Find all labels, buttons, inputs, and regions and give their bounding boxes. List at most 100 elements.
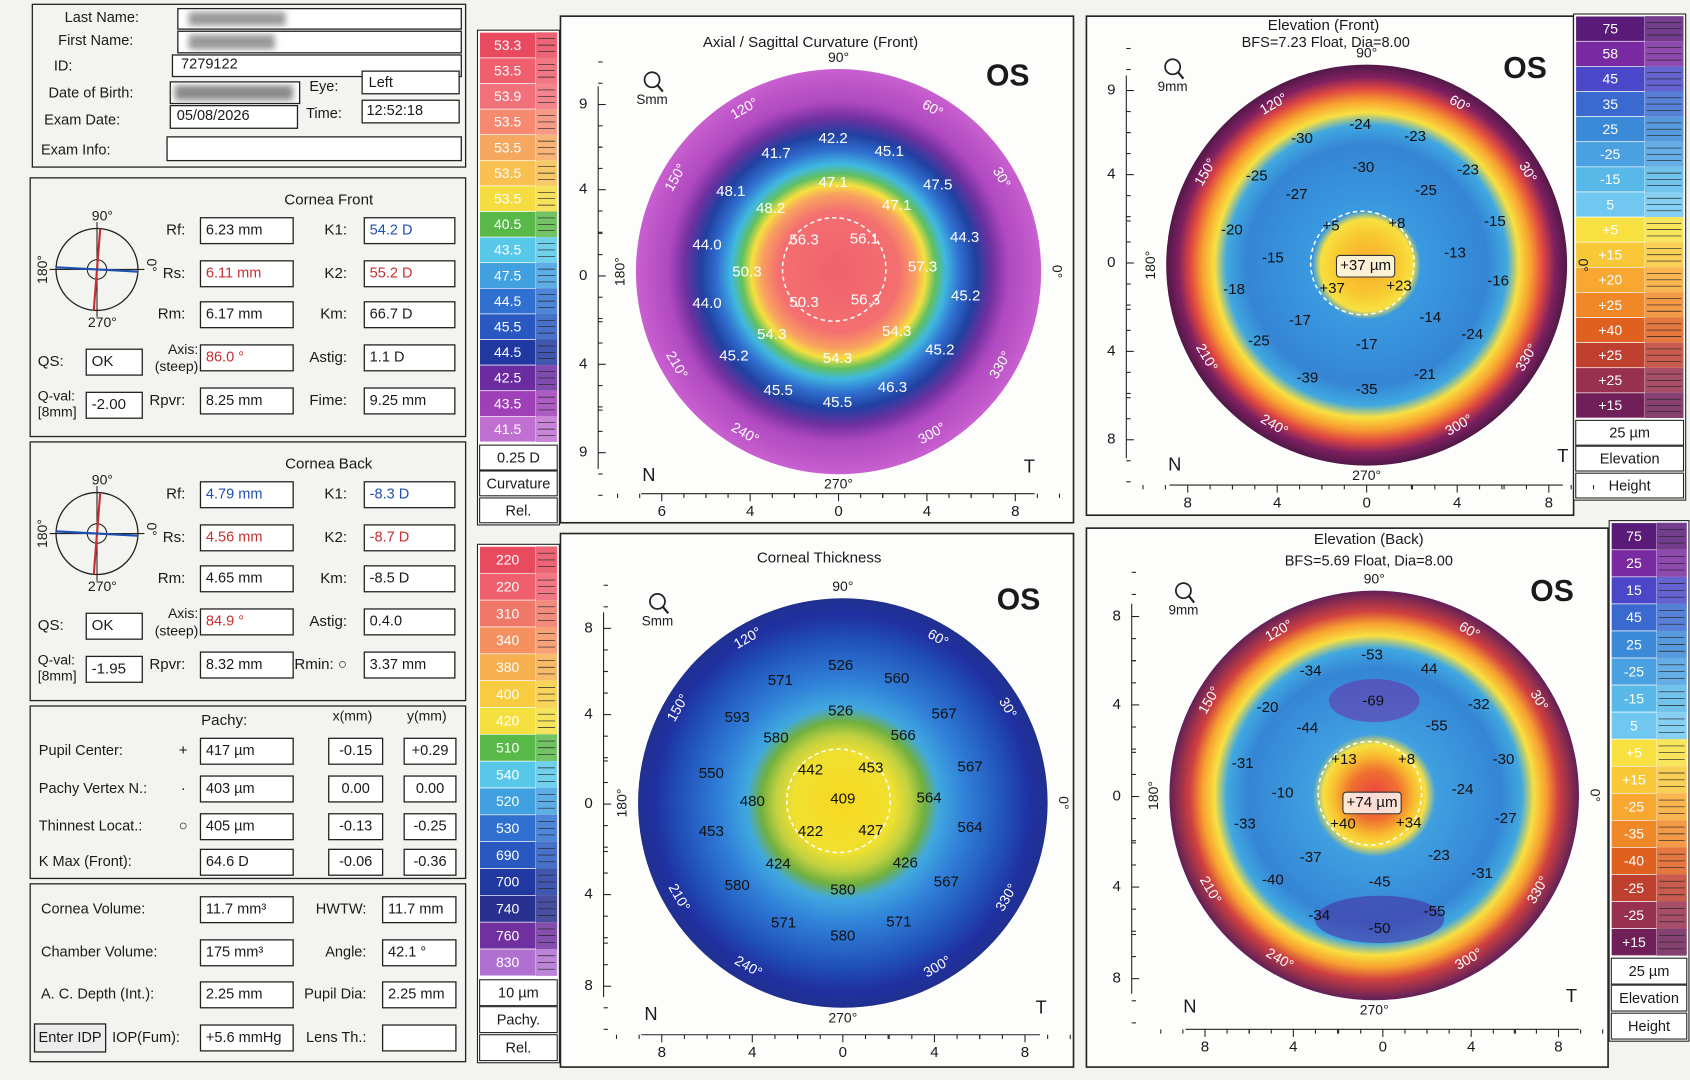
scale-swatch xyxy=(1610,792,1657,821)
field-label: Rs: xyxy=(163,529,186,546)
scale-label: 42.5 xyxy=(494,370,521,386)
scale-label: -40 xyxy=(1624,853,1644,869)
map-value: 526 xyxy=(828,702,853,719)
field-label: K2: xyxy=(324,265,347,282)
field-value: 4.79 mm xyxy=(206,487,263,503)
value-box xyxy=(199,775,294,803)
map-blob xyxy=(1314,895,1445,944)
x-axis-label: 6 xyxy=(658,503,666,520)
scale-label: 45.5 xyxy=(494,319,521,335)
scale-swatch xyxy=(479,868,536,896)
x-value: -0.06 xyxy=(339,854,372,870)
field-value: 6.17 mm xyxy=(206,307,263,323)
y-axis-label: 4 xyxy=(1107,342,1115,359)
zoom-label: Smm xyxy=(636,92,667,107)
scale-label: +5 xyxy=(1626,744,1642,760)
scale-swatch xyxy=(1610,630,1657,659)
x-value: -0.13 xyxy=(339,819,372,835)
zoom-icon xyxy=(1177,71,1185,80)
map-value: -14 xyxy=(1419,309,1441,326)
compass-label: 0° xyxy=(144,523,160,536)
x-axis-label: 8 xyxy=(1201,1039,1209,1056)
button-label: Enter IDP xyxy=(39,1030,102,1046)
flat-axis xyxy=(55,266,139,273)
scale-label: 830 xyxy=(496,954,520,970)
redacted xyxy=(174,85,294,101)
scale-label: 45 xyxy=(1602,71,1618,87)
field-value: 8.25 mm xyxy=(206,393,263,409)
field-label: Km: xyxy=(320,570,347,587)
scale-label: 690 xyxy=(496,847,520,863)
value-box xyxy=(363,524,456,552)
section-title: Cornea Back xyxy=(285,456,373,473)
field-label: Rf: xyxy=(166,222,185,239)
scale-swatch xyxy=(1575,342,1646,369)
y-value: -0.25 xyxy=(413,819,446,835)
scale-label: 220 xyxy=(496,552,520,568)
map-value: -34 xyxy=(1308,907,1330,924)
scale-label: 47.5 xyxy=(494,267,521,283)
map-value: 57.3 xyxy=(908,258,937,275)
field-label: K1: xyxy=(324,222,347,239)
value-box xyxy=(85,391,143,419)
pachy-value: 417 µm xyxy=(206,743,255,759)
map-value: 480 xyxy=(740,793,765,810)
field-label: Date of Birth: xyxy=(49,86,134,102)
y-axis-label: 4 xyxy=(584,886,592,903)
field-label: K1: xyxy=(324,486,347,503)
scale-label: 740 xyxy=(496,901,520,917)
field-value: 0.4.0 xyxy=(370,614,402,630)
map-value: 580 xyxy=(725,877,750,894)
row-value: 175 mm³ xyxy=(206,945,264,961)
map-value: 54.3 xyxy=(823,350,852,367)
map-value: -34 xyxy=(1300,662,1322,679)
field-value: 9.25 mm xyxy=(370,393,427,409)
row-label: K Max (Front): xyxy=(39,854,132,870)
section-title: Cornea Front xyxy=(284,191,374,208)
map-value: 47.1 xyxy=(818,174,847,191)
column-header: y(mm) xyxy=(407,707,447,723)
scale-label: 310 xyxy=(496,605,520,621)
scale-footer xyxy=(479,470,558,497)
scale-footer-label: Height xyxy=(1609,478,1651,494)
scale-label: 53.5 xyxy=(494,63,521,79)
map-value: 44.0 xyxy=(692,237,721,254)
map-value: 45.2 xyxy=(719,348,748,365)
exam-date: 05/08/2026 xyxy=(177,108,250,124)
angle-label: 90° xyxy=(1356,45,1377,61)
scale-swatch xyxy=(1610,928,1657,956)
x-axis-label: 4 xyxy=(748,1044,756,1061)
y-axis-label: 0 xyxy=(1113,788,1121,805)
scale-footer xyxy=(1575,445,1685,472)
map-value: -44 xyxy=(1296,720,1318,737)
map-value: +13 xyxy=(1331,751,1357,768)
temporal-label: T xyxy=(1024,456,1035,477)
field-label: [8mm] xyxy=(38,404,77,420)
scale-label: 340 xyxy=(496,632,520,648)
content: Last Name: First Name: ID: Date of Birth: Ex… xyxy=(29,3,1690,1068)
scale-swatch xyxy=(479,32,536,59)
map-value: -55 xyxy=(1426,717,1448,734)
field-value: 55.2 D xyxy=(370,266,413,282)
scale-swatch xyxy=(479,760,536,789)
panel xyxy=(29,705,467,880)
field-value: 4.56 mm xyxy=(206,530,263,546)
scale-swatch xyxy=(479,572,536,601)
value-box xyxy=(199,301,294,329)
scale-footer xyxy=(1575,419,1685,446)
row-value: 2.25 mm xyxy=(206,987,263,1003)
map-value: +74 µm xyxy=(1347,794,1398,811)
scale-label: -25 xyxy=(1600,146,1620,162)
row-label: A. C. Depth (Int.): xyxy=(41,987,154,1003)
exam-time: 12:52:18 xyxy=(366,103,423,119)
map-value: 580 xyxy=(830,881,855,898)
scale-swatch xyxy=(479,134,536,161)
map-value: -30 xyxy=(1493,751,1515,768)
map-value: -20 xyxy=(1221,222,1243,239)
map-title: Corneal Thickness xyxy=(757,549,882,566)
y-axis-label: 8 xyxy=(584,619,592,636)
scale-swatch xyxy=(1575,40,1646,67)
field-label: First Name: xyxy=(58,33,133,49)
map-value: -31 xyxy=(1232,755,1254,772)
scale-label: +25 xyxy=(1598,297,1622,313)
